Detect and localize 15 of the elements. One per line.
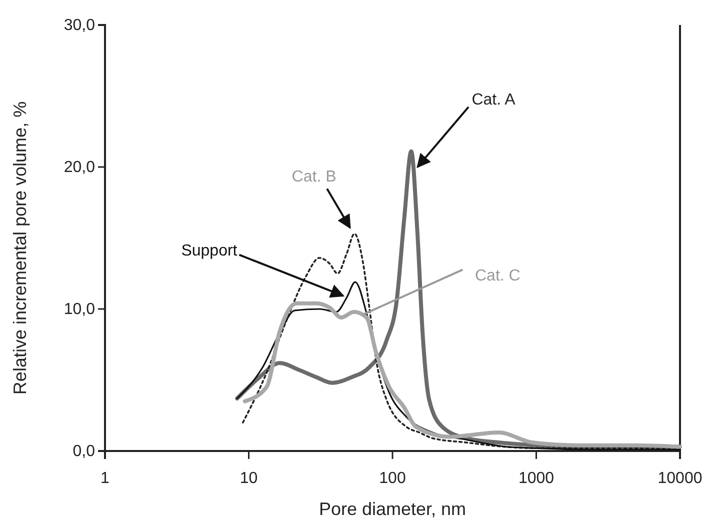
annotation: Cat. B <box>292 168 336 186</box>
y-tick-label: 20,0 <box>64 159 96 176</box>
x-tick-label: 10 <box>240 470 258 487</box>
x-tick-label: 10000 <box>658 470 702 487</box>
x-tick-label: 100 <box>379 470 406 487</box>
y-tick-label: 30,0 <box>64 17 96 34</box>
x-tick-label: 1000 <box>518 470 554 487</box>
annotation: Support <box>181 242 238 260</box>
annotation: Cat. C <box>474 267 520 284</box>
y-tick-label: 0,0 <box>72 443 96 460</box>
y-axis-title: Relative incremental pore volume, % <box>10 101 30 395</box>
x-axis-title: Pore diameter, nm <box>318 499 466 519</box>
annotation: Cat. A <box>472 92 516 109</box>
y-tick-label: 10,0 <box>64 301 96 318</box>
x-tick-label: 1 <box>100 470 110 487</box>
